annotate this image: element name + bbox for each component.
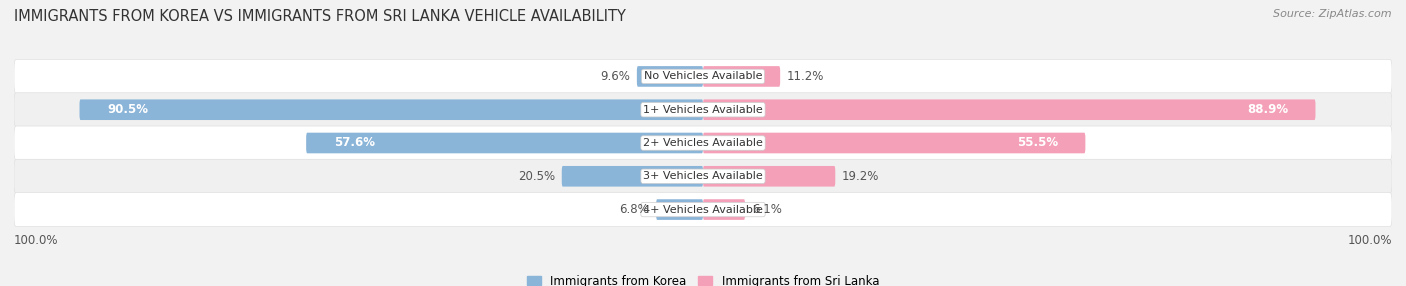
Text: 2+ Vehicles Available: 2+ Vehicles Available [643,138,763,148]
FancyBboxPatch shape [14,126,1392,160]
FancyBboxPatch shape [703,100,1316,120]
FancyBboxPatch shape [657,199,703,220]
FancyBboxPatch shape [703,66,780,87]
FancyBboxPatch shape [307,133,703,153]
FancyBboxPatch shape [703,133,1085,153]
FancyBboxPatch shape [562,166,703,186]
Text: 55.5%: 55.5% [1017,136,1057,150]
FancyBboxPatch shape [80,100,703,120]
FancyBboxPatch shape [703,199,745,220]
Text: 100.0%: 100.0% [1347,234,1392,247]
Text: Source: ZipAtlas.com: Source: ZipAtlas.com [1274,9,1392,19]
FancyBboxPatch shape [14,93,1392,127]
Text: 6.8%: 6.8% [620,203,650,216]
FancyBboxPatch shape [14,192,1392,227]
Text: 1+ Vehicles Available: 1+ Vehicles Available [643,105,763,115]
FancyBboxPatch shape [703,166,835,186]
Text: 100.0%: 100.0% [14,234,59,247]
Text: 57.6%: 57.6% [333,136,375,150]
Text: 90.5%: 90.5% [107,103,148,116]
Text: 3+ Vehicles Available: 3+ Vehicles Available [643,171,763,181]
Text: 6.1%: 6.1% [752,203,782,216]
Legend: Immigrants from Korea, Immigrants from Sri Lanka: Immigrants from Korea, Immigrants from S… [522,270,884,286]
Text: 20.5%: 20.5% [517,170,555,183]
Text: 88.9%: 88.9% [1247,103,1288,116]
FancyBboxPatch shape [14,59,1392,94]
Text: No Vehicles Available: No Vehicles Available [644,72,762,82]
Text: 19.2%: 19.2% [842,170,880,183]
Text: 11.2%: 11.2% [787,70,824,83]
FancyBboxPatch shape [14,159,1392,193]
Text: 4+ Vehicles Available: 4+ Vehicles Available [643,204,763,214]
FancyBboxPatch shape [637,66,703,87]
Text: IMMIGRANTS FROM KOREA VS IMMIGRANTS FROM SRI LANKA VEHICLE AVAILABILITY: IMMIGRANTS FROM KOREA VS IMMIGRANTS FROM… [14,9,626,23]
Text: 9.6%: 9.6% [600,70,630,83]
